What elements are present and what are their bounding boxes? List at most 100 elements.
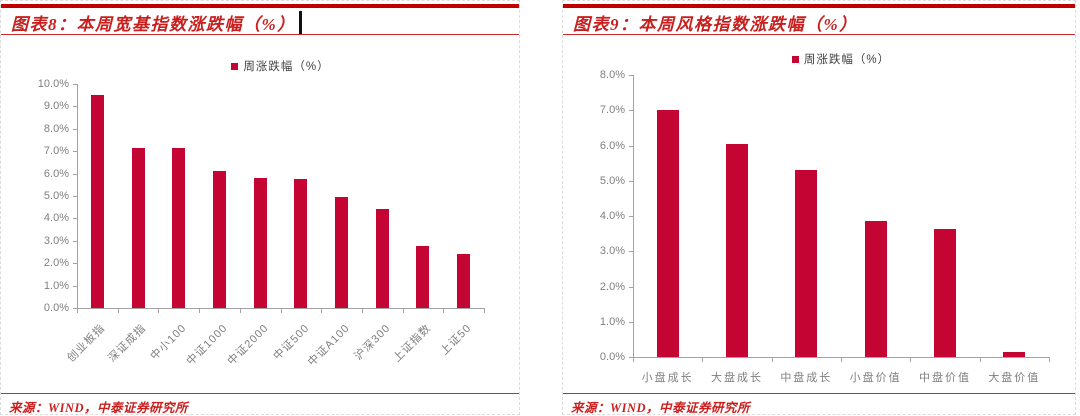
x-axis-label: 中证1000 [184, 322, 231, 368]
y-tick-mark [629, 251, 633, 253]
y-tick-label: 10.0% [37, 78, 69, 90]
bar [253, 178, 267, 308]
x-tick-mark [484, 309, 485, 313]
y-axis-line [77, 84, 78, 309]
x-axis-label: 小盘价值 [849, 372, 902, 384]
x-axis-label: 沪深300 [352, 322, 393, 363]
bar [416, 246, 430, 308]
bar [726, 143, 748, 357]
x-axis-label: 上证50 [438, 322, 475, 358]
y-tick-mark [73, 151, 77, 153]
y-tick-mark [629, 321, 633, 323]
legend-swatch-icon [231, 62, 239, 70]
y-tick-label: 0.0% [43, 302, 69, 314]
x-axis-line [77, 308, 485, 309]
y-tick-label: 9.0% [43, 100, 69, 113]
y-tick-label: 8.0% [599, 69, 625, 81]
y-tick-label: 3.0% [43, 234, 69, 247]
source-divider [1, 393, 519, 394]
y-tick-label: 7.0% [43, 145, 69, 158]
y-tick-label: 4.0% [599, 210, 625, 222]
bar [934, 229, 956, 357]
source-note: 来源：WIND，中泰证券研究所 [571, 401, 751, 415]
legend: 周涨跌幅（%） [77, 58, 484, 74]
bar [335, 197, 349, 308]
y-tick-mark [73, 106, 77, 108]
y-tick-label: 7.0% [599, 104, 625, 117]
x-tick-mark [402, 309, 404, 313]
y-tick-label: 8.0% [43, 122, 69, 135]
x-axis-line [633, 357, 1050, 358]
chart-title: 图表8：本周宽基指数涨跌幅（%） [11, 15, 296, 34]
y-tick-label: 5.0% [43, 190, 69, 202]
source-divider [563, 393, 1075, 394]
bar [172, 147, 186, 308]
x-tick-mark [443, 309, 445, 313]
y-tick-mark [629, 145, 633, 147]
y-tick-label: 1.0% [43, 279, 69, 292]
chart-panel-figure-9: 图表9：本周风格指数涨跌幅（%） 周涨跌幅（%） 0.0% 1.0% 2.0% 3.0%… [562, 0, 1076, 415]
y-tick-label: 6.0% [43, 167, 69, 180]
y-tick-label: 0.0% [599, 351, 625, 363]
x-tick-mark [321, 309, 323, 313]
x-axis-label: 上证指数 [391, 322, 434, 365]
y-tick-mark [629, 286, 633, 288]
y-tick-mark [629, 75, 633, 76]
x-tick-mark [771, 358, 773, 362]
x-axis-label: 大盘价值 [988, 372, 1041, 384]
chart-title-row: 图表8：本周宽基指数涨跌幅（%） [11, 10, 513, 35]
y-tick-mark [629, 216, 633, 217]
bar [294, 179, 308, 308]
x-tick-mark [1049, 358, 1050, 362]
bar [212, 171, 226, 308]
bar [656, 110, 679, 357]
x-tick-mark [702, 358, 704, 362]
x-tick-mark [841, 358, 842, 362]
y-tick-mark [629, 180, 633, 182]
x-tick-mark [361, 309, 363, 313]
legend-swatch-icon [791, 55, 799, 63]
x-axis-label: 中证2000 [225, 322, 271, 368]
x-axis-label: 中盘成长 [780, 372, 833, 384]
y-tick-mark [73, 308, 77, 309]
legend-label: 周涨跌幅（%） [243, 61, 330, 73]
x-tick-mark [117, 309, 119, 313]
chart-panel-figure-8: 图表8：本周宽基指数涨跌幅（%） 周涨跌幅（%） 0.0% 1.0% 2.0% 3.0%… [0, 0, 520, 415]
source-note: 来源：WIND，中泰证券研究所 [9, 401, 189, 415]
x-axis-label: 创业板指 [65, 322, 108, 365]
chart-area-0: 周涨跌幅（%） 0.0% 1.0% 2.0% 3.0% 4.0% 5.0% 6.0% 7.0% 8… [1, 34, 519, 392]
bar [795, 170, 818, 357]
x-tick-mark [979, 358, 981, 362]
x-tick-mark [280, 309, 282, 313]
x-axis-label: 中盘价值 [918, 372, 971, 384]
y-axis-line [633, 75, 634, 358]
legend-label: 周涨跌幅（%） [803, 54, 891, 66]
y-tick-mark [73, 128, 77, 130]
bar [90, 95, 104, 308]
x-tick-mark [910, 358, 912, 362]
y-tick-mark [73, 173, 77, 175]
y-tick-mark [629, 357, 633, 358]
y-tick-label: 2.0% [43, 257, 69, 270]
x-axis-label: 小盘成长 [641, 372, 694, 384]
panel-top-rule [563, 4, 1075, 8]
text-cursor [298, 11, 302, 34]
y-tick-mark [73, 218, 77, 220]
legend: 周涨跌幅（%） [633, 51, 1049, 67]
panel-top-rule [1, 4, 519, 8]
x-tick-mark [158, 309, 160, 313]
bar [375, 209, 389, 308]
x-tick-mark [633, 358, 634, 362]
y-tick-mark [73, 240, 77, 242]
y-tick-mark [73, 196, 77, 197]
bar [131, 147, 145, 308]
bar [864, 220, 887, 357]
chart-area-1: 周涨跌幅（%） 0.0% 1.0% 2.0% 3.0% 4.0% 5.0% 6.0% 7.0% 8… [563, 34, 1075, 392]
title-divider [1, 34, 519, 35]
x-axis-label: 中证A100 [305, 322, 353, 369]
y-tick-label: 5.0% [599, 174, 625, 187]
x-tick-mark [77, 309, 78, 313]
y-tick-label: 4.0% [43, 212, 69, 225]
y-tick-label: 1.0% [599, 315, 625, 328]
